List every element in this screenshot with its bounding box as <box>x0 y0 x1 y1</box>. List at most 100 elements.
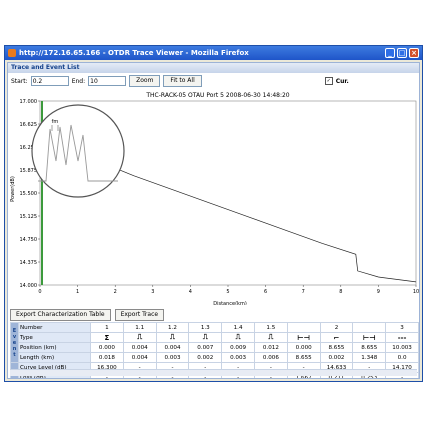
table-cell[interactable]: 0.000 <box>90 342 124 353</box>
chart-title: THC-RACK-05 OTAU Port 5 2008-06-30 14:48… <box>145 92 289 99</box>
table-cell[interactable]: 8.655 <box>352 342 387 353</box>
table-cell[interactable]: 1 <box>90 322 124 333</box>
table-cell[interactable]: ⌐ <box>319 332 354 343</box>
table-cell[interactable]: 1.348 <box>352 352 387 363</box>
y-tick-label: 14.375 <box>20 260 38 266</box>
firefox-icon <box>8 49 16 57</box>
y-tick-label: 14.750 <box>20 237 38 243</box>
y-tick-label: 15.500 <box>20 191 38 197</box>
export-table-button[interactable]: Export Characterization Table <box>10 309 111 321</box>
end-input[interactable] <box>88 76 127 86</box>
table-cell[interactable]: 1.4 <box>221 322 255 333</box>
title-bar: http://172.16.65.166 - OTDR Trace Viewer… <box>5 46 422 60</box>
x-tick-label: 1 <box>76 289 79 295</box>
trace-viewer: Trace and Event List Start: End: Zoom Fi… <box>7 62 420 379</box>
table-cell[interactable]: 8.655 <box>286 352 321 363</box>
table-cell[interactable]: ⊢⊣ <box>286 332 321 343</box>
start-input[interactable] <box>30 76 69 86</box>
table-cell[interactable]: 2 <box>319 322 354 333</box>
table-cell[interactable]: 0.004 <box>155 342 190 353</box>
table-row: Position (km) 0.000 0.004 0.004 0.007 0.009 0.… <box>11 342 419 353</box>
table-row: Type Σ ⎍ ⎍ ⎍ ⎍ ⎍ ⊢⊣ ⌐ ⊢⊣ --- <box>11 332 419 343</box>
table-cell[interactable]: 0.007 <box>188 342 223 353</box>
toolbar: Start: End: Zoom Fit to All ✓ Cur. <box>8 75 419 87</box>
x-tick-label: 3 <box>151 289 154 295</box>
otdr-trace-chart[interactable]: THC-RACK-05 OTAU Port 5 2008-06-30 14:48… <box>8 89 420 305</box>
table-cell[interactable]: 3 <box>385 322 419 333</box>
x-tick-label: 7 <box>302 289 305 295</box>
table-cell[interactable] <box>286 322 321 333</box>
table-cell[interactable]: 0.018 <box>90 352 124 363</box>
table-cell[interactable]: ⎍ <box>253 332 288 343</box>
table-cell[interactable]: 0.004 <box>122 352 157 363</box>
close-button[interactable]: × <box>409 48 419 58</box>
export-buttons: Export Characterization Table Export Tra… <box>10 309 165 321</box>
table-cell[interactable]: 0.002 <box>319 352 354 363</box>
row-label: Position (km) <box>18 342 91 353</box>
table-cell[interactable]: 0.003 <box>155 352 190 363</box>
table-cell[interactable]: 0.000 <box>286 342 321 353</box>
inset-trace <box>38 124 118 182</box>
x-tick-label: 0 <box>38 289 41 295</box>
table-cell[interactable]: 1.5 <box>253 322 288 333</box>
x-axis-label: Distance(km) <box>213 301 247 305</box>
table-cell[interactable]: ⎍ <box>221 332 255 343</box>
table-cell[interactable]: Σ <box>90 332 124 343</box>
table-cell[interactable]: ⎍ <box>155 332 190 343</box>
x-tick-label: 4 <box>189 289 192 295</box>
cur-checkbox[interactable]: ✓ <box>324 77 333 85</box>
row-label: Length (km) <box>18 352 91 363</box>
horizontal-scrollbar[interactable] <box>10 369 417 376</box>
zoom-button[interactable]: Zoom <box>129 75 161 87</box>
browser-window: http://172.16.65.166 - OTDR Trace Viewer… <box>4 45 423 382</box>
end-label: End: <box>71 77 86 85</box>
table-cell[interactable]: 0.0 <box>385 352 419 363</box>
table-cell[interactable]: 10.003 <box>385 342 419 353</box>
table-cell[interactable]: 0.003 <box>221 352 255 363</box>
table-cell[interactable]: ⊢⊣ <box>352 332 387 343</box>
y-tick-label: 15.875 <box>20 168 38 174</box>
inset-marker-label: fm <box>52 119 59 125</box>
zoom-inset <box>31 104 125 198</box>
y-tick-label: 14.000 <box>20 283 38 289</box>
row-label: Type <box>18 332 91 343</box>
table-cell[interactable]: 1.2 <box>155 322 190 333</box>
row-label: Number <box>18 322 91 333</box>
maximize-button[interactable]: □ <box>397 48 407 58</box>
y-axis-label: Power(dB) <box>10 176 16 202</box>
x-tick-label: 9 <box>377 289 380 295</box>
y-tick-label: 15.125 <box>20 214 38 220</box>
fit-to-all-button[interactable]: Fit to All <box>163 75 202 87</box>
table-cell[interactable]: 0.006 <box>253 352 288 363</box>
table-cell[interactable]: 1.1 <box>122 322 157 333</box>
table-cell[interactable]: ⎍ <box>122 332 157 343</box>
panel-title: Trace and Event List <box>8 63 419 73</box>
trace-line <box>47 149 417 283</box>
table-cell[interactable]: 1.3 <box>188 322 223 333</box>
table-cell[interactable]: --- <box>385 332 419 343</box>
x-tick-label: 10 <box>413 289 419 295</box>
table-cell[interactable]: ⎍ <box>188 332 223 343</box>
table-cell[interactable] <box>352 322 387 333</box>
y-tick-label: 16.625 <box>20 122 38 128</box>
table-cell[interactable]: 8.655 <box>319 342 354 353</box>
export-trace-button[interactable]: Export Trace <box>114 309 165 321</box>
table-cell[interactable]: 0.009 <box>221 342 255 353</box>
start-label: Start: <box>11 77 28 85</box>
minimize-button[interactable]: _ <box>385 48 395 58</box>
table-row: Length (km) 0.018 0.004 0.003 0.002 0.003 0.00… <box>11 352 419 363</box>
window-title: http://172.16.65.166 - OTDR Trace Viewer… <box>19 49 249 57</box>
y-tick-label: 16.250 <box>20 145 38 151</box>
table-cell[interactable]: 0.002 <box>188 352 223 363</box>
cur-label: Cur. <box>335 77 349 85</box>
table-cell[interactable]: 0.004 <box>122 342 157 353</box>
table-cell[interactable]: 0.012 <box>253 342 288 353</box>
x-tick-label: 8 <box>339 289 342 295</box>
x-tick-label: 5 <box>226 289 229 295</box>
x-tick-label: 2 <box>114 289 117 295</box>
start-marker <box>41 101 43 285</box>
